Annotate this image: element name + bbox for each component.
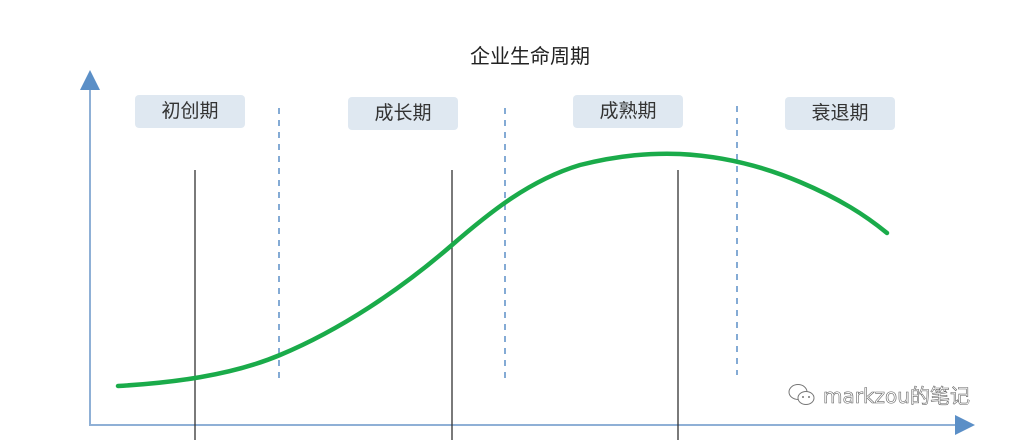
- stage-label-maturity: 成熟期: [573, 95, 683, 128]
- watermark-text: markzou的笔记: [823, 384, 971, 409]
- stage-label-startup: 初创期: [135, 95, 245, 128]
- wechat-icon: [788, 383, 815, 405]
- stage-label-decline: 衰退期: [785, 97, 895, 130]
- lifecycle-curve: [115, 151, 890, 389]
- watermark: markzou的笔记: [787, 380, 970, 409]
- stage-label-growth: 成长期: [348, 97, 458, 130]
- diagram-title: 企业生命周期: [470, 44, 590, 68]
